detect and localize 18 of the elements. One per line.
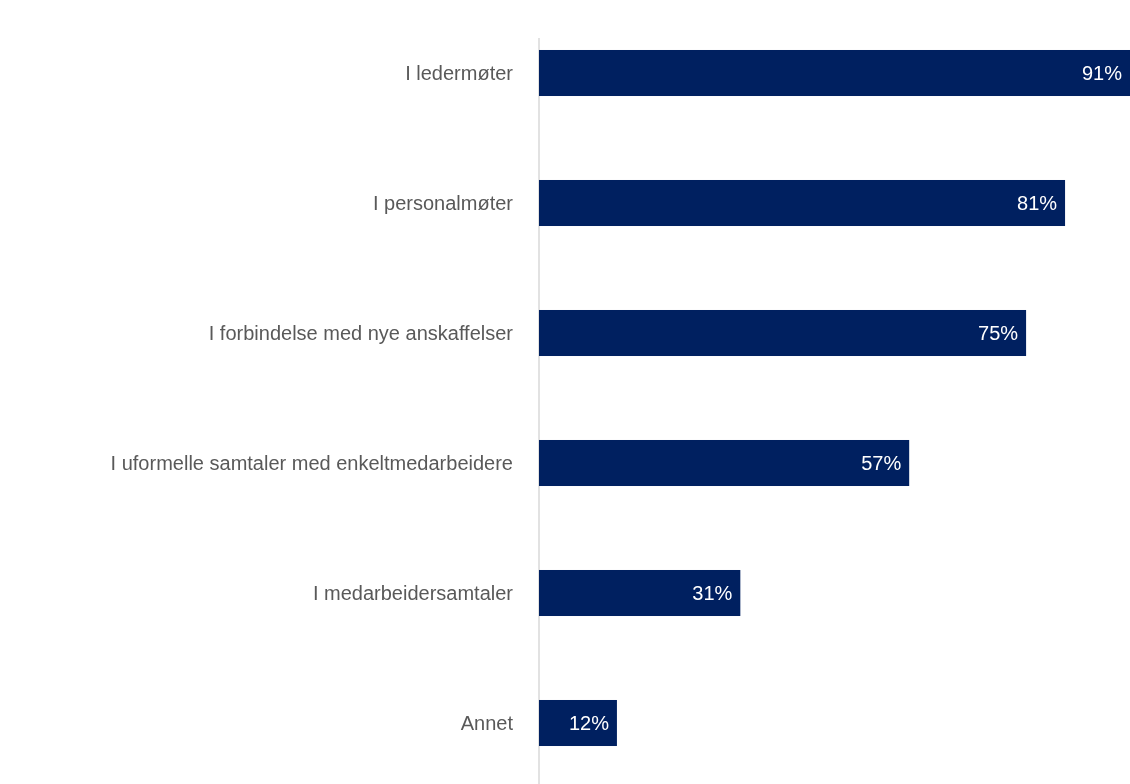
bar bbox=[539, 309, 1027, 357]
bar bbox=[539, 569, 741, 617]
data-label: 91% bbox=[1081, 62, 1123, 84]
bar bbox=[539, 179, 1066, 227]
data-label: 31% bbox=[692, 582, 733, 604]
bar bbox=[539, 699, 617, 747]
y-tick-label: I medarbeidersamtaler bbox=[312, 582, 514, 604]
y-tick-label: Annet bbox=[460, 712, 514, 734]
data-label: 81% bbox=[1017, 192, 1058, 214]
bar bbox=[539, 49, 1130, 97]
bar bbox=[539, 439, 910, 487]
y-tick-label: I ledermøter bbox=[405, 62, 514, 84]
data-label: 57% bbox=[861, 452, 902, 474]
y-tick-label: I forbindelse med nye anskaffelser bbox=[208, 322, 514, 344]
data-label: 75% bbox=[978, 322, 1019, 344]
y-tick-label: I personalmøter bbox=[372, 192, 514, 214]
y-tick-label: I uformelle samtaler med enkeltmedarbeidere bbox=[110, 452, 513, 474]
data-label: 12% bbox=[568, 712, 610, 734]
